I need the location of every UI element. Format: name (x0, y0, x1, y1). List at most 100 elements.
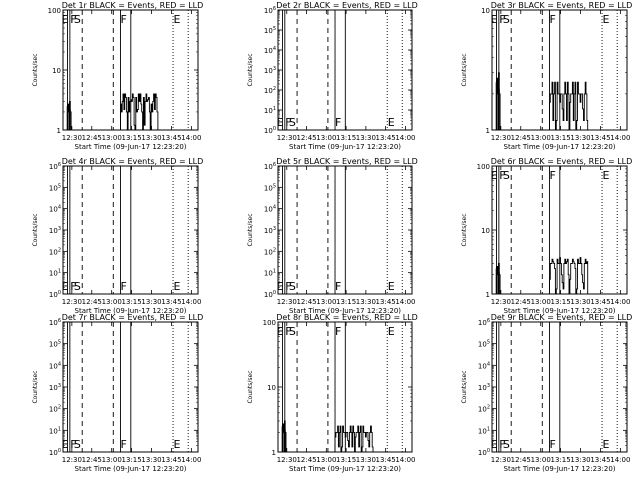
x-tick-label: 12:45 (82, 456, 102, 464)
x-axis-label: Start Time (09-Jun-17 12:23:20) (504, 307, 616, 315)
marker-letter-e: E (603, 13, 610, 26)
x-tick-label: 12:30 (62, 456, 82, 464)
marker-letter-f: F (549, 13, 555, 26)
y-axis-label: Counts/sec (461, 53, 468, 86)
y-tick-label: 100 (264, 290, 276, 299)
y-tick-label: 1 (272, 449, 276, 457)
marker-letter-f: F (70, 13, 76, 26)
marker-letter-f: F (499, 438, 505, 451)
marker-letter-s: S (74, 438, 81, 451)
y-tick-label: 104 (49, 361, 61, 370)
marker-letter-e: E (277, 116, 284, 129)
marker-letter-e: E (62, 438, 69, 451)
marker-letter-s: S (503, 13, 510, 26)
detector-panel-3: Det 3r BLACK = Events, RED = LLD 1 10 Count… (461, 1, 632, 151)
panel-title: Det 4r BLACK = Events, RED = LLD (62, 157, 204, 166)
x-tick-label: 13:45 (161, 134, 181, 142)
marker-letter-f: F (499, 13, 505, 26)
events-series-line (496, 72, 589, 131)
marker-letter-s: S (503, 169, 510, 182)
panel-title: Det 3r BLACK = Events, RED = LLD (491, 1, 633, 10)
y-tick-label: 105 (49, 183, 61, 192)
y-axis-label: Counts/sec (461, 370, 468, 403)
x-tick-label: 13:00 (531, 298, 551, 306)
marker-letter-s: S (289, 325, 296, 338)
marker-letter-e: E (277, 280, 284, 293)
x-tick-label: 13:30 (570, 456, 590, 464)
x-axis-label: Start Time (09-Jun-17 12:23:20) (289, 465, 401, 473)
detector-panel-5: Det 5r BLACK = Events, RED = LLD 100 101 10… (247, 157, 418, 315)
y-tick-label: 106 (49, 318, 61, 327)
x-tick-label: 12:30 (62, 298, 82, 306)
x-tick-label: 13:45 (376, 298, 396, 306)
x-tick-label: 12:45 (82, 298, 102, 306)
x-axis-label: Start Time (09-Jun-17 12:23:20) (289, 307, 401, 315)
x-tick-label: 12:30 (277, 134, 297, 142)
x-axis-label: Start Time (09-Jun-17 12:23:20) (504, 143, 616, 151)
x-tick-label: 14:00 (181, 134, 201, 142)
x-tick-label: 13:45 (161, 298, 181, 306)
y-tick-label: 101 (264, 106, 276, 115)
x-tick-label: 12:45 (511, 298, 531, 306)
y-tick-label: 104 (264, 205, 276, 214)
x-tick-label: 12:30 (62, 134, 82, 142)
y-tick-label: 105 (478, 340, 490, 349)
detector-panel-4: Det 4r BLACK = Events, RED = LLD 100 101 10… (32, 157, 203, 315)
x-axis-label: Start Time (09-Jun-17 12:23:20) (504, 465, 616, 473)
marker-letter-e: E (388, 325, 395, 338)
marker-letter-s: S (503, 438, 510, 451)
detector-panel-9: Det 9r BLACK = Events, RED = LLD 100 101 10… (461, 313, 632, 473)
x-tick-label: 14:00 (181, 456, 201, 464)
y-tick-label: 101 (264, 269, 276, 278)
x-tick-label: 13:00 (102, 298, 122, 306)
y-tick-label: 102 (478, 405, 490, 414)
marker-letter-f: F (120, 280, 126, 293)
y-tick-label: 102 (49, 247, 61, 256)
y-tick-label: 106 (49, 162, 61, 171)
marker-letter-f: F (120, 438, 126, 451)
y-tick-label: 105 (264, 26, 276, 35)
y-axis-label: Counts/sec (247, 370, 254, 403)
y-tick-label: 1 (486, 291, 490, 299)
marker-letter-s: S (74, 13, 81, 26)
events-series-line (282, 420, 374, 453)
x-tick-label: 13:00 (316, 298, 336, 306)
events-series-line (67, 93, 159, 131)
x-tick-label: 12:30 (491, 298, 511, 306)
x-tick-label: 12:45 (296, 298, 316, 306)
x-axis-label: Start Time (09-Jun-17 12:23:20) (75, 143, 187, 151)
marker-letter-e: E (491, 438, 498, 451)
marker-letter-e: E (388, 280, 395, 293)
marker-letter-e: E (603, 438, 610, 451)
x-tick-label: 12:30 (491, 456, 511, 464)
x-tick-label: 14:00 (610, 456, 630, 464)
marker-letter-e: E (174, 280, 181, 293)
x-tick-label: 13:45 (590, 298, 610, 306)
x-tick-label: 13:15 (336, 298, 356, 306)
marker-letter-e: E (491, 169, 498, 182)
y-tick-label: 10 (267, 384, 276, 392)
panel-title: Det 6r BLACK = Events, RED = LLD (491, 157, 633, 166)
x-tick-label: 13:45 (376, 456, 396, 464)
x-tick-label: 13:15 (551, 298, 571, 306)
x-tick-label: 14:00 (181, 298, 201, 306)
x-tick-label: 14:00 (395, 298, 415, 306)
y-tick-label: 1 (486, 127, 490, 135)
y-tick-label: 103 (478, 383, 490, 392)
y-tick-label: 103 (49, 383, 61, 392)
y-axis-label: Counts/sec (32, 53, 39, 86)
x-tick-label: 14:00 (395, 456, 415, 464)
detector-panel-1: Det 1r BLACK = Events, RED = LLD 1 10 100 Co… (32, 1, 203, 151)
marker-letter-f: F (285, 325, 291, 338)
marker-letter-e: E (174, 438, 181, 451)
x-tick-label: 12:45 (511, 134, 531, 142)
x-tick-label: 13:00 (102, 134, 122, 142)
x-tick-label: 13:30 (570, 298, 590, 306)
panel-title: Det 2r BLACK = Events, RED = LLD (276, 1, 418, 10)
detector-panel-6: Det 6r BLACK = Events, RED = LLD 1 10 100 Co… (461, 157, 632, 315)
panel-title: Det 8r BLACK = Events, RED = LLD (276, 313, 418, 322)
y-tick-label: 10 (481, 7, 490, 15)
y-tick-label: 106 (264, 162, 276, 171)
marker-letter-f: F (499, 169, 505, 182)
x-tick-label: 14:00 (610, 298, 630, 306)
